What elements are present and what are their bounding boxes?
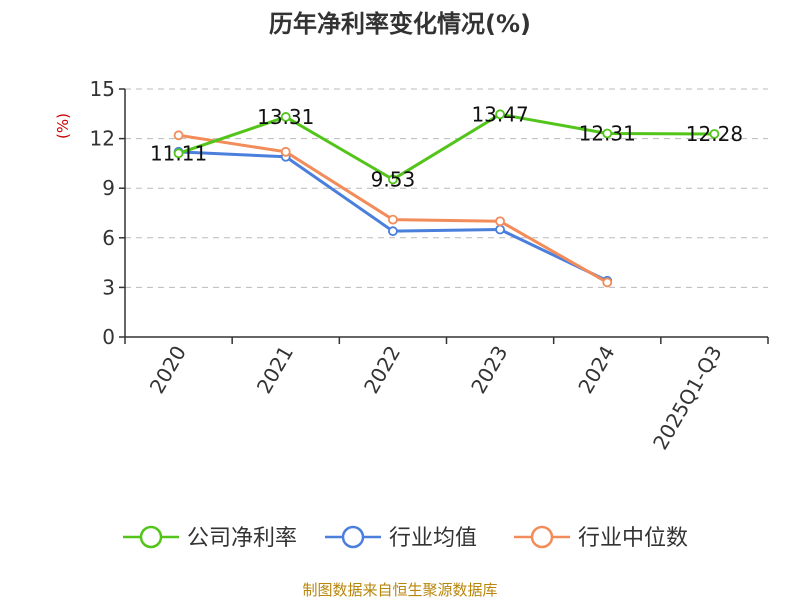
y-tick-label: 15 [90,77,115,101]
data-point [173,148,184,159]
x-tick-label: 2021 [252,342,298,398]
data-labels: 11.11 13.31 9.53 13.47 12.31 12.28 [150,102,743,191]
x-tick-label: 2025Q1-Q3 [648,342,727,454]
y-tick-label: 6 [102,226,115,250]
y-tick-label: 12 [90,127,115,151]
x-tick-label: 2024 [573,342,619,398]
legend-label: 行业均值 [389,526,477,551]
data-point [495,224,505,235]
grid-lines [125,88,768,288]
data-point [280,112,291,122]
y-tick-label: 3 [102,275,115,299]
x-tick-label: 2022 [359,342,405,398]
legend: 公司净利率 行业均值 行业中位数 [123,525,688,551]
data-point [709,129,720,139]
data-label: 11.11 [150,141,207,165]
legend-marker [530,525,554,549]
data-label: 12.31 [579,121,636,145]
series-line [178,112,715,181]
legend-label: 公司净利率 [187,526,297,551]
x-tick-label: 2023 [466,342,512,398]
legend-label: 行业中位数 [578,526,688,551]
data-point [602,277,613,288]
data-label: 13.31 [257,105,314,129]
data-point [602,128,613,139]
data-label: 13.47 [471,102,528,126]
y-axis-unit: (%) [54,113,72,139]
legend-marker [341,525,365,549]
chart-title: 历年净利率变化情况(%) [269,10,531,38]
data-point [388,174,398,185]
y-tick-label: 0 [102,325,115,349]
source-note: 制图数据来自恒生聚源数据库 [302,581,497,599]
data-point [495,216,505,227]
series-layer [173,109,720,288]
data-label: 12.28 [686,122,743,146]
legend-marker [139,525,163,549]
data-point [280,146,291,157]
x-tick-label: 2020 [145,342,191,398]
data-label: 9.53 [371,167,416,191]
data-point [495,109,505,120]
data-point [388,214,398,225]
data-point [388,226,398,237]
data-point [173,130,184,141]
y-tick-label: 9 [102,176,115,200]
series-line [178,133,608,284]
